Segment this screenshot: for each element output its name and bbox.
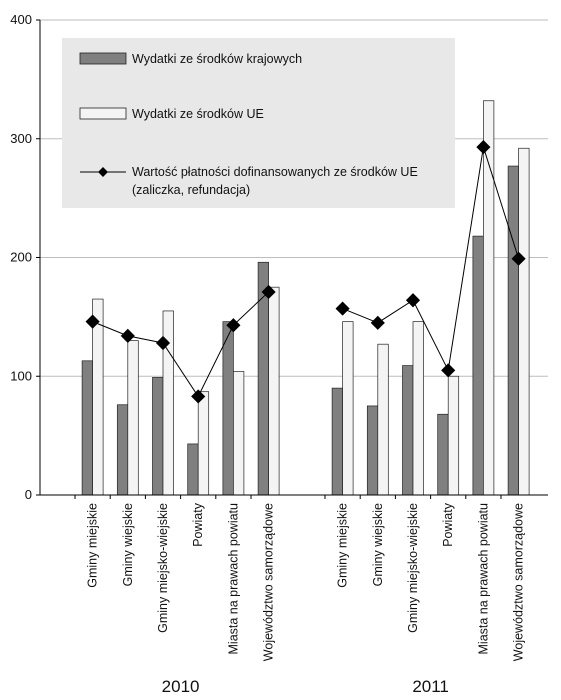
- category-label: Miasta na prawach powiatu: [226, 503, 240, 655]
- bar-ue: [412, 321, 424, 496]
- payment-lines: [85, 139, 526, 404]
- payments-marker: [476, 139, 491, 155]
- bar-ue: [233, 371, 245, 496]
- bar-ue: [518, 147, 530, 496]
- y-tick-label: 300: [10, 131, 32, 146]
- bar-krajowe: [116, 404, 129, 496]
- legend-swatch-ue: [79, 107, 127, 120]
- legend-label-krajowe: Wydatki ze środków krajowych: [132, 52, 302, 66]
- bar-ue: [342, 321, 354, 496]
- payments-marker: [405, 293, 421, 308]
- year-label: 2011: [412, 677, 449, 696]
- y-tick-label: 400: [10, 12, 32, 27]
- category-label: Gminy wiejskie: [371, 503, 385, 586]
- category-label: Gminy miejsko-wiejskie: [156, 503, 170, 633]
- bar-ue: [268, 286, 280, 496]
- category-label: Województwo samorządowe: [512, 503, 526, 661]
- payments-marker: [226, 318, 241, 333]
- legend-background: [62, 38, 455, 208]
- category-label: Województwo samorządowe: [262, 503, 276, 661]
- y-tick-label: 100: [10, 368, 32, 383]
- legend-swatch-marker: [98, 167, 108, 177]
- bar-ue: [447, 375, 460, 496]
- y-tick-labels: 0 100 200 300 400: [10, 12, 40, 502]
- category-label: Powiaty: [191, 502, 205, 547]
- bar-ue: [483, 100, 495, 496]
- legend-swatch-krajowe: [79, 52, 127, 65]
- payments-line: [92, 291, 269, 398]
- y-tick-label: 0: [25, 487, 32, 502]
- bar-krajowe: [507, 165, 519, 496]
- category-label: Miasta na prawach powiatu: [476, 503, 490, 655]
- bar-krajowe: [81, 360, 93, 496]
- payments-marker: [155, 335, 171, 351]
- bar-krajowe: [331, 387, 343, 496]
- category-label: Gminy miejsko-wiejskie: [406, 503, 420, 633]
- bar-ue: [197, 391, 210, 496]
- bar-krajowe: [222, 321, 234, 496]
- payments-marker: [261, 284, 276, 300]
- category-label: Gminy miejskie: [336, 503, 350, 588]
- bar-krajowe: [437, 413, 449, 496]
- bar-krajowe: [152, 377, 164, 496]
- payments-marker: [120, 328, 135, 343]
- payments-marker: [191, 389, 206, 404]
- payments-marker: [511, 251, 526, 266]
- bar-krajowe: [472, 235, 484, 496]
- legend-label-ue: Wydatki ze środków UE: [132, 107, 264, 121]
- legend: Wydatki ze środków krajowych Wydatki ze …: [62, 38, 455, 208]
- y-tick-label: 200: [10, 250, 32, 265]
- bar-ue: [127, 340, 139, 496]
- legend-label-payments: Wartość płatności dofinansowanych ze śro…: [132, 165, 418, 179]
- bar-krajowe: [366, 405, 379, 496]
- year-label: 2010: [162, 677, 200, 696]
- legend-label-payments-line2: (zaliczka, refundacja): [132, 183, 250, 197]
- bar-ue: [92, 298, 104, 496]
- bar-krajowe: [187, 443, 199, 496]
- payments-line: [342, 146, 520, 372]
- category-label: Gminy wiejskie: [121, 503, 135, 586]
- payments-marker: [370, 315, 385, 330]
- category-label: Powiaty: [441, 502, 455, 547]
- bar-ue: [377, 343, 389, 496]
- payments-marker: [85, 314, 100, 329]
- category-label: Gminy miejskie: [86, 503, 100, 588]
- bar-krajowe: [402, 365, 414, 496]
- payments-marker: [441, 363, 456, 378]
- category-labels: Gminy miejskie Gminy wiejskie Gminy miejsk…: [86, 502, 526, 661]
- year-labels: 2010 2011: [162, 677, 449, 696]
- payments-marker: [335, 301, 350, 316]
